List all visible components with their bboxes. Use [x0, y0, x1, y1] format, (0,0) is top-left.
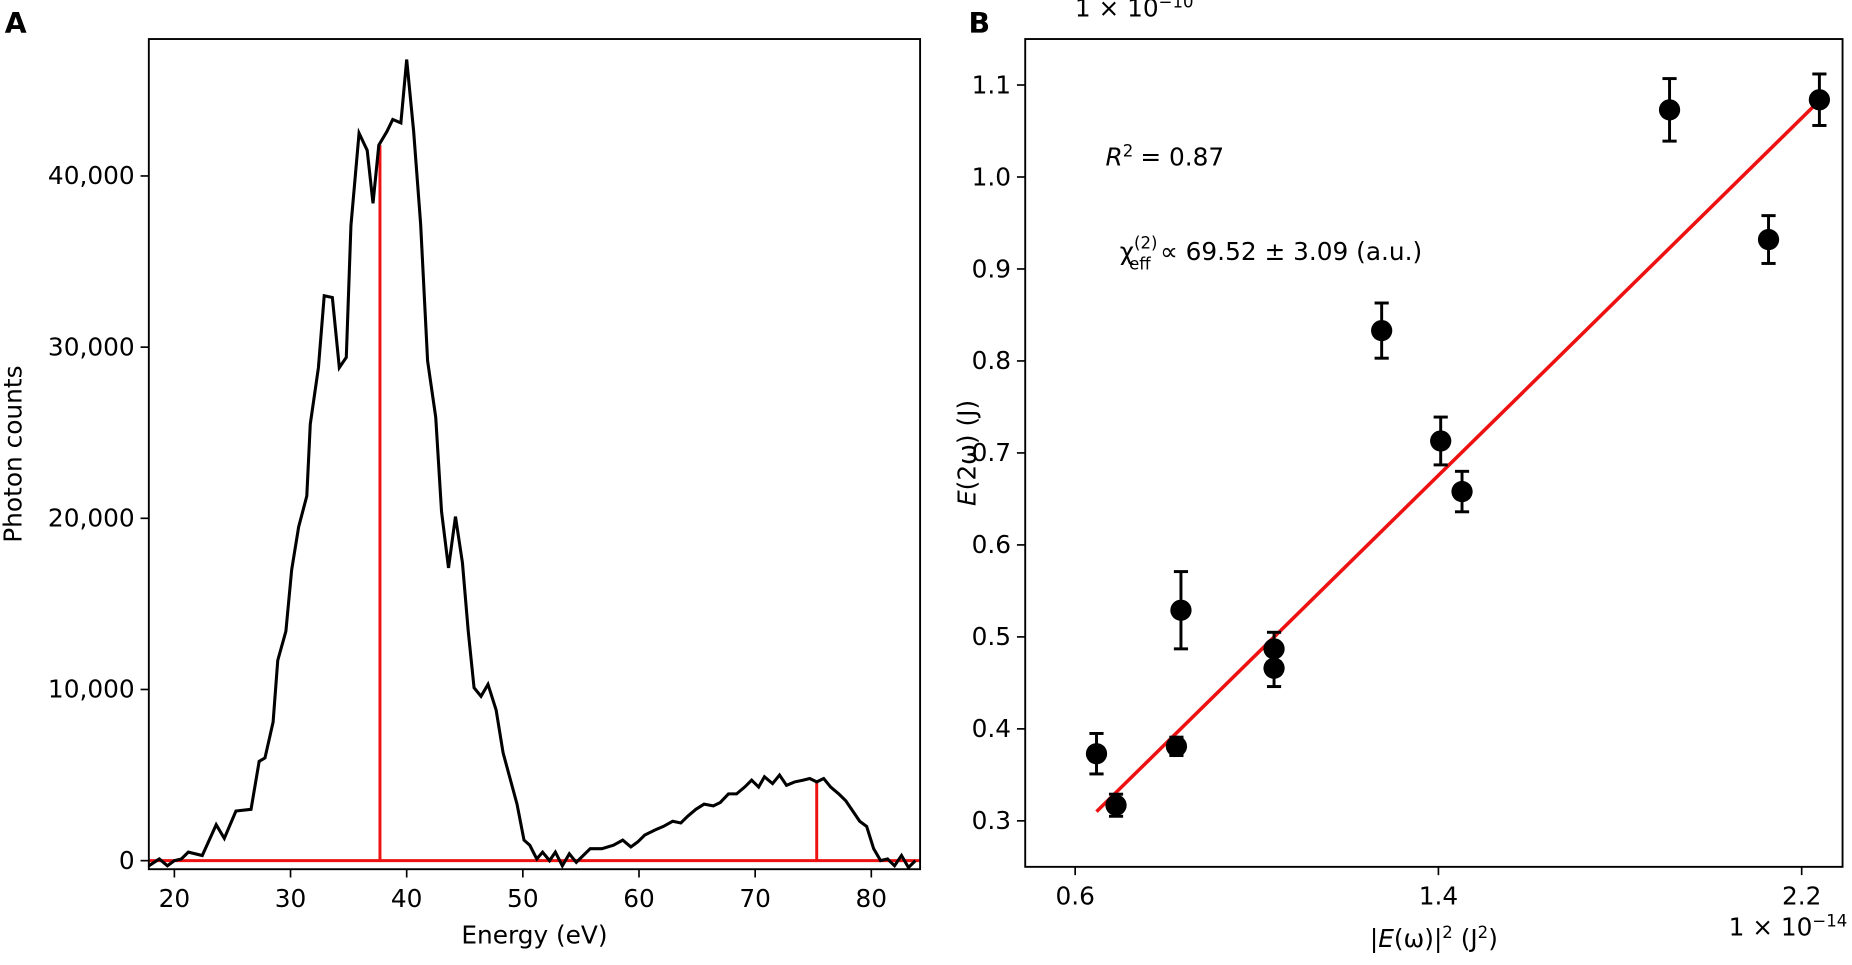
- x-axis-label: |E(ω)|2 (J2): [1370, 923, 1498, 954]
- y-tick-label: 0.8: [972, 346, 1011, 375]
- x-tick-label: 0.6: [1055, 882, 1094, 911]
- point: [1165, 735, 1188, 757]
- plot-frame: [1024, 38, 1844, 868]
- r2-annotation-part: R: [1106, 143, 1123, 172]
- point: [1085, 743, 1108, 765]
- x-tick-label: 20: [159, 884, 191, 913]
- chi-annotation-part: eff: [1129, 255, 1151, 274]
- y-tick-label: 0.4: [972, 714, 1011, 743]
- point: [1658, 99, 1681, 121]
- x-tick-label: 2.2: [1782, 882, 1821, 911]
- point: [1170, 599, 1192, 621]
- panel-label: B: [969, 7, 991, 40]
- y-tick-label: 20,000: [48, 504, 135, 533]
- y-tick-label: 0.3: [972, 806, 1011, 835]
- x-multiplier-part: −14: [1812, 911, 1847, 930]
- y-tick-label: 0.6: [972, 530, 1011, 559]
- x-axis-label-part: (ω)|: [1394, 924, 1442, 953]
- chi-annotation-part: (2): [1134, 233, 1157, 252]
- y-tick-label: 0.7: [972, 438, 1011, 467]
- y-tick-label: 10,000: [48, 675, 135, 704]
- x-tick-label: 30: [275, 884, 307, 913]
- data-line: [147, 59, 917, 870]
- y-tick-label: 0.5: [972, 622, 1011, 651]
- r2-annotation-part: = 0.87: [1140, 143, 1224, 172]
- y-tick-label: 1.1: [972, 70, 1011, 99]
- r2-annotation: R2 = 0.87: [1106, 141, 1225, 172]
- x-tick-label: 60: [623, 884, 655, 913]
- x-axis-label-part: 2: [1442, 923, 1453, 942]
- x-axis-label-part: (J: [1453, 924, 1478, 953]
- point: [1371, 319, 1393, 342]
- chi-annotation: χ(2) eff ∝ 69.52 ± 3.09 (a.u.): [1120, 233, 1422, 273]
- x-axis-label: Energy (eV): [461, 921, 607, 950]
- y-tick-label: 1.0: [972, 162, 1011, 191]
- y-multiplier: 1 × 10−10: [1075, 0, 1194, 23]
- x-multiplier-part: 1 × 10: [1729, 912, 1813, 941]
- x-tick-label: 50: [507, 884, 539, 913]
- x-tick-label: 1.4: [1419, 882, 1458, 911]
- x-axis-label-part: 2: [1478, 923, 1489, 942]
- x-tick-label: 80: [856, 884, 888, 913]
- y-multiplier-part: −10: [1159, 0, 1194, 11]
- y-tick-label: 40,000: [48, 161, 135, 190]
- y-tick-label: 0: [119, 846, 135, 875]
- point: [1263, 657, 1285, 679]
- y-tick-label: 30,000: [48, 332, 135, 361]
- point: [1105, 794, 1127, 816]
- x-axis-label-part: |: [1370, 924, 1378, 953]
- x-tick-label: 40: [391, 884, 423, 913]
- x-multiplier: 1 × 10−14: [1729, 911, 1848, 942]
- y-axis-label-part: (2ω) (J): [953, 400, 982, 490]
- plot-frame: [147, 38, 922, 871]
- chi-annotation-part: ∝ 69.52 ± 3.09 (a.u.): [1160, 237, 1422, 266]
- point: [1451, 480, 1473, 503]
- x-tick-label: 70: [739, 884, 771, 913]
- x-axis-label-part: ): [1488, 924, 1498, 953]
- point: [1808, 89, 1831, 111]
- y-axis-label: E(2ω) (J): [953, 400, 982, 506]
- y-axis-label-part: E: [953, 490, 982, 506]
- chi-annotation-part: χ: [1120, 237, 1134, 266]
- y-multiplier-part: 1 × 10: [1075, 0, 1159, 23]
- point: [1430, 430, 1452, 452]
- point: [1757, 228, 1780, 251]
- y-axis-label: Photon counts: [0, 365, 27, 542]
- y-tick-label: 0.9: [972, 254, 1011, 283]
- fit-line: [1095, 99, 1821, 813]
- x-axis-label-part: E: [1378, 924, 1394, 953]
- r2-annotation-part: 2: [1123, 141, 1134, 160]
- panel-label: A: [5, 7, 27, 40]
